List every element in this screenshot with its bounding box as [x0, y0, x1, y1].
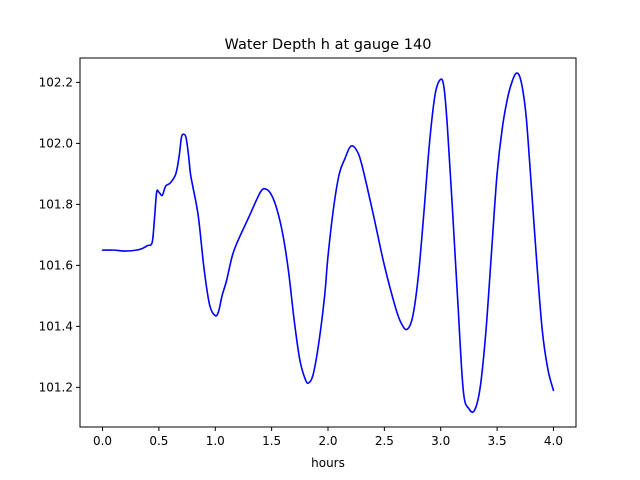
y-tick-label: 101.6 — [39, 258, 73, 272]
y-tick-label: 101.8 — [39, 197, 73, 211]
x-tick-label: 0.5 — [149, 434, 168, 448]
chart-title: Water Depth h at gauge 140 — [225, 37, 432, 53]
x-tick-label: 4.0 — [544, 434, 563, 448]
x-tick-label: 1.0 — [206, 434, 225, 448]
y-tick-label: 102.2 — [39, 75, 73, 89]
x-axis-label: hours — [311, 456, 345, 470]
x-tick-label: 3.5 — [488, 434, 507, 448]
x-axis-ticks: 0.0 0.5 1.0 1.5 2.0 2.5 3.0 3.5 4.0 — [93, 427, 563, 448]
series-layer — [101, 72, 555, 413]
x-tick-label: 3.0 — [431, 434, 450, 448]
y-tick-label: 101.2 — [39, 380, 73, 394]
y-tick-label: 102.0 — [39, 136, 73, 150]
y-axis-ticks: 101.2 101.4 101.6 101.8 102.0 102.2 — [39, 75, 80, 394]
plot-area: 0.0 0.5 1.0 1.5 2.0 2.5 3.0 3.5 4.0 101.2101.410… — [39, 57, 577, 448]
x-tick-label: 2.0 — [318, 434, 337, 448]
x-tick-label: 1.5 — [262, 434, 281, 448]
x-tick-label: 0.0 — [93, 434, 112, 448]
x-tick-label: 2.5 — [375, 434, 394, 448]
y-tick-label: 101.4 — [39, 319, 73, 333]
series-line — [101, 72, 555, 413]
